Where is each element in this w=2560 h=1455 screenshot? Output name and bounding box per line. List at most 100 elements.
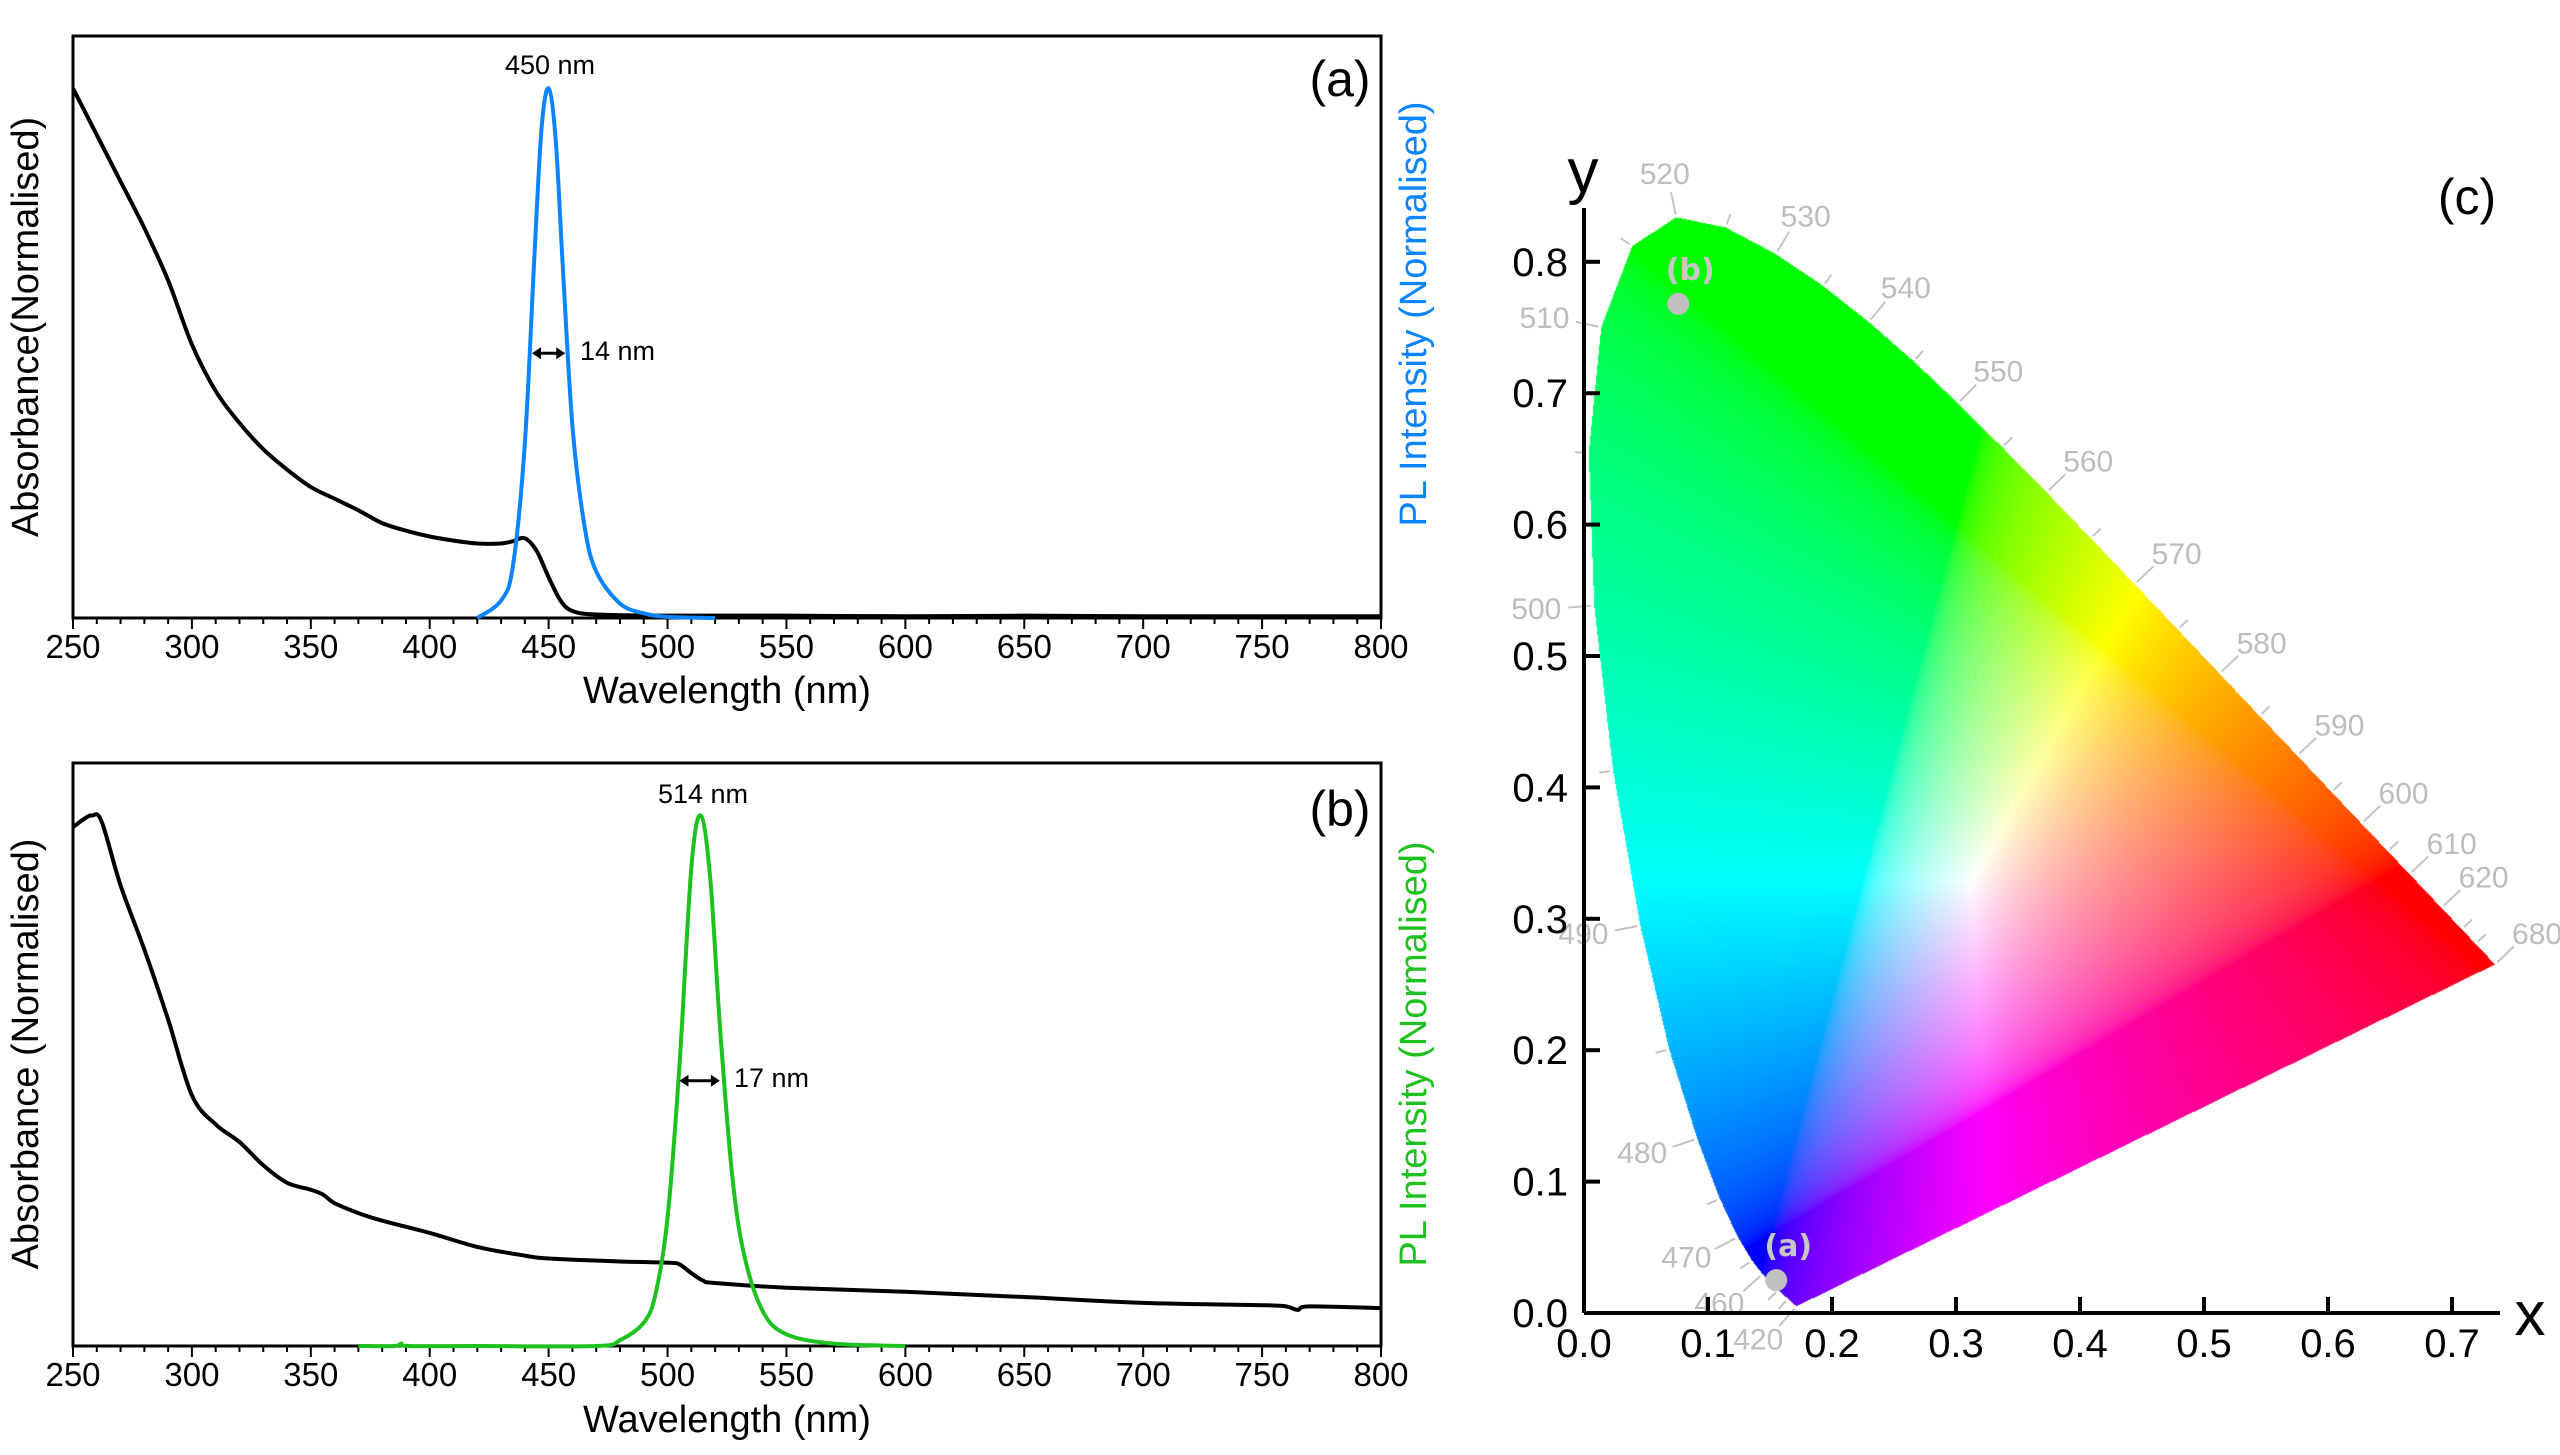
fwhm-label: 14 nm [580,336,655,366]
panel-label: (b) [1309,781,1370,837]
cie-point [1765,1269,1788,1292]
wavelength-tick [1568,604,1592,609]
x-tick-label: 700 [1116,628,1171,665]
wavelength-tick [1914,350,1924,360]
x-tick-label: 550 [759,628,814,665]
x-ticks: 250 300 350 400 450 500 550 600 650 700 750 800 [45,618,1409,665]
x-tick-label: 500 [640,1356,695,1393]
wavelength-tick [1959,383,1977,402]
x-tick-label: 0.0 [1556,1322,1612,1366]
wavelength-tick [1655,1049,1667,1054]
x-axis-title: Wavelength (nm) [583,670,871,712]
plot-frame [71,761,1383,1348]
x-tick-label: 0.6 [2300,1322,2356,1366]
plot-frame [71,34,1383,620]
wavelength-label: 520 [1640,158,1690,191]
absorbance-curve [71,812,1382,1312]
y-tick-label: 0.4 [1512,766,1568,810]
wavelength-tick [1742,1275,1761,1293]
wavelength-label: 540 [1881,272,1931,305]
y-axis-title: y [1568,137,1599,206]
wavelength-label: 510 [1519,302,1569,335]
wavelength-label: 580 [2237,627,2287,660]
x-tick-label: 800 [1353,1356,1408,1393]
x-tick-label: 300 [164,1356,219,1393]
panel-c-cie-diagram: 4204604704804905005105205305405505605705… [1511,137,2560,1366]
x-tick-label: 650 [997,628,1052,665]
wavelength-tick [2179,619,2189,629]
fwhm-label: 17 nm [734,1063,809,1093]
wavelength-tick [1767,1291,1777,1301]
wavelength-tick [2261,705,2271,715]
wavelength-tick [1672,1138,1695,1148]
wavelength-tick [1614,924,1638,932]
x-tick-label: 600 [878,628,933,665]
x-tick-label: 450 [521,628,576,665]
x-tick-label: 600 [878,1356,933,1393]
y-tick-label: 0.6 [1512,504,1568,548]
x-tick-label: 350 [283,628,338,665]
y-axis-title-right: PL Intensity (Normalised) [1393,841,1435,1266]
wavelength-tick [2092,527,2102,537]
wavelength-label: 600 [2379,777,2429,810]
wavelength-label: 530 [1781,200,1831,233]
y-tick-label: 0.1 [1512,1161,1568,1205]
y-tick-label: 0.8 [1512,241,1568,285]
data-points: (a) (b) [1666,253,1812,1292]
x-axis-title: x [2515,1280,2546,1349]
x-axis-title: Wavelength (nm) [583,1399,871,1441]
panel-label: (c) [2438,169,2496,225]
cie-axes [1582,208,2500,1315]
wavelength-label: 480 [1617,1137,1667,1170]
wavelength-tick [2220,655,2240,673]
y-tick-label: 0.3 [1512,898,1568,942]
arrow-head-right [710,1074,720,1087]
x-tick-label: 450 [521,1356,576,1393]
wavelength-tick [2298,736,2317,755]
wavelength-label: 570 [2152,538,2202,571]
wavelength-tick [1777,1300,1787,1310]
wavelength-label: 500 [1511,593,1561,626]
wavelength-tick [2442,889,2462,907]
x-tick-label: 550 [759,1356,814,1393]
x-tick-label: 250 [45,628,100,665]
wavelength-tick [2477,933,2487,943]
wavelength-tick [1706,1199,1718,1206]
x-tick-label: 400 [402,628,457,665]
x-tick-label: 400 [402,1356,457,1393]
wavelength-tick [1714,1237,1736,1250]
peak-label: 514 nm [658,779,748,809]
panel-label: (a) [1309,51,1370,107]
wavelength-tick [2411,855,2430,873]
series-group [71,86,1381,620]
wavelength-tick [2333,781,2343,791]
x-ticks: 0.0 0.1 0.2 0.3 0.4 0.5 0.6 0.7 [1556,1297,2480,1366]
y-tick-label: 0.5 [1512,635,1568,679]
wavelength-tick [2003,436,2013,446]
wavelength-tick [2048,473,2066,492]
x-tick-label: 700 [1116,1356,1171,1393]
wavelength-tick [1575,320,1599,328]
arrow-head-left [531,347,541,360]
x-tick-label: 650 [997,1356,1052,1393]
absorbance-curve [71,87,1381,619]
x-tick-label: 0.7 [2424,1322,2480,1366]
wavelength-tick [1869,301,1887,321]
x-tick-label: 300 [164,628,219,665]
wavelength-tick [1599,770,1611,774]
arrow-head-left [679,1074,689,1087]
y-tick-label: 0.7 [1512,372,1568,416]
wavelength-label: 470 [1661,1241,1711,1274]
fwhm-arrow [531,347,566,360]
wavelength-labels: 4204604704804905005105205305405505605705… [1511,158,2560,1356]
x-tick-label: 0.3 [1928,1322,1984,1366]
x-tick-label: 250 [45,1356,100,1393]
wavelength-tick [2136,565,2155,583]
panel-b-chart: 250 300 350 400 450 500 550 600 650 700 750 800 Wav… [5,761,1435,1441]
pl-curve [358,813,906,1349]
wavelength-tick [2389,840,2399,850]
x-tick-label: 0.2 [1804,1322,1860,1366]
wavelength-tick [1739,1261,1751,1270]
